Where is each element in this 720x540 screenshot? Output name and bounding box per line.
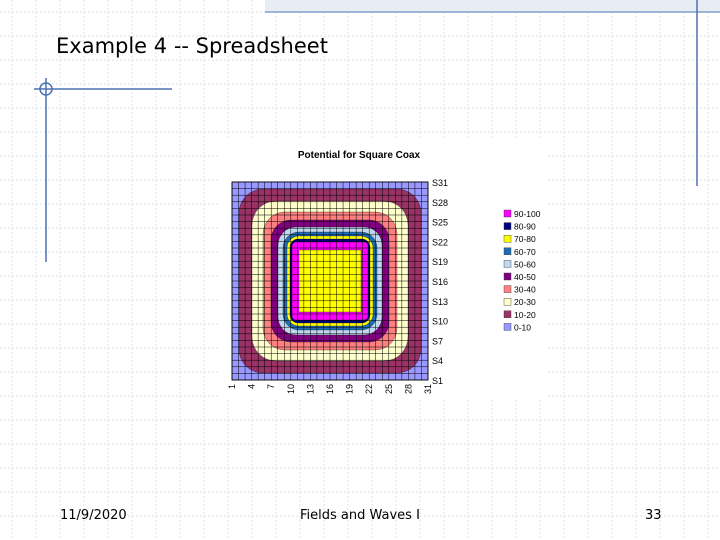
legend-swatch xyxy=(503,310,512,319)
chart-title: Potential for Square Coax xyxy=(298,150,421,161)
legend-swatch xyxy=(503,272,512,281)
x-tick-label: 28 xyxy=(403,384,413,394)
x-tick-label: 1 xyxy=(227,384,237,389)
footer-title: Fields and Waves I xyxy=(300,508,420,523)
legend-label: 20-30 xyxy=(514,297,536,307)
legend-swatch xyxy=(503,323,512,331)
chart-legend: 90-100 80-90 70-80 60-70 50-60 40-50 30-40 20-3… xyxy=(503,209,541,332)
y-tick-label: S7 xyxy=(432,336,443,346)
legend-swatch xyxy=(503,285,512,293)
y-tick-label: S4 xyxy=(432,356,443,366)
x-tick-label: 10 xyxy=(286,384,296,394)
legend-label: 10-20 xyxy=(514,310,536,320)
x-tick-label: 31 xyxy=(423,384,433,394)
y-tick-label: S1 xyxy=(432,376,443,386)
x-tick-label: 4 xyxy=(247,384,257,389)
contour-chart: Potential for Square CoaxS31S28S25S22S19… xyxy=(218,140,548,400)
y-tick-label: S16 xyxy=(432,277,448,287)
corner-circle xyxy=(39,82,53,96)
x-tick-label: 25 xyxy=(384,384,394,394)
top-band xyxy=(265,0,720,12)
y-tick-label: S28 xyxy=(432,198,448,208)
y-tick-label: S13 xyxy=(432,297,448,307)
x-tick-label: 19 xyxy=(345,384,355,394)
y-tick-label: S25 xyxy=(432,218,448,228)
plot-border xyxy=(231,181,429,381)
y-tick-label: S10 xyxy=(432,317,448,327)
y-tick-label: S22 xyxy=(432,237,448,247)
legend-swatch xyxy=(503,234,512,243)
x-tick-label: 16 xyxy=(325,384,335,394)
y-tick-label: S31 xyxy=(432,178,448,188)
legend-swatch xyxy=(503,209,512,218)
legend-label: 70-80 xyxy=(514,234,536,244)
page-number: 33 xyxy=(645,508,662,523)
legend-label: 40-50 xyxy=(514,272,536,282)
slide-title: Example 4 -- Spreadsheet xyxy=(56,34,328,58)
legend-label: 0-10 xyxy=(514,322,531,332)
y-tick-label: S19 xyxy=(432,257,448,267)
legend-label: 50-60 xyxy=(514,259,536,269)
legend-swatch xyxy=(503,297,512,306)
legend-swatch xyxy=(503,222,512,230)
footer-date: 11/9/2020 xyxy=(60,508,127,523)
legend-label: 60-70 xyxy=(514,247,536,257)
legend-label: 30-40 xyxy=(514,285,536,295)
legend-label: 90-100 xyxy=(514,209,541,219)
x-tick-label: 22 xyxy=(364,384,374,394)
legend-label: 80-90 xyxy=(514,222,536,232)
legend-swatch xyxy=(503,247,512,256)
legend-swatch xyxy=(503,260,512,268)
x-tick-label: 13 xyxy=(305,384,315,394)
x-tick-label: 7 xyxy=(266,384,276,389)
plot-grid xyxy=(231,181,429,381)
